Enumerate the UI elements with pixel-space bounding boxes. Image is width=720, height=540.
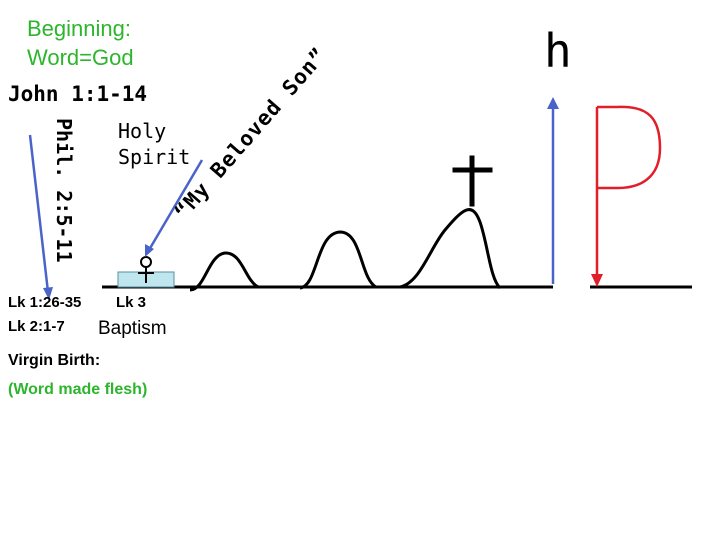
baptism-label: Baptism <box>98 318 167 339</box>
virgin-birth-label: Virgin Birth: <box>8 352 101 369</box>
john-reference: John 1:1-14 <box>8 82 148 106</box>
person-icon <box>138 256 154 283</box>
cross-icon <box>452 155 493 207</box>
hill-icon <box>189 251 259 292</box>
hill-icon <box>399 208 502 290</box>
ascension-arrow <box>547 97 559 284</box>
return-arrow <box>591 105 662 287</box>
luke-2-reference: Lk 2:1-7 <box>8 318 65 335</box>
hill-icon <box>299 230 377 290</box>
holy-spirit-label: Holy Spirit <box>118 119 191 169</box>
word-equals-god-label: Word=God <box>27 45 134 70</box>
luke-1-reference: Lk 1:26-35 <box>8 294 82 311</box>
luke-3-reference: Lk 3 <box>116 294 147 311</box>
heaven-letter: h <box>544 24 572 78</box>
descent-arrow <box>28 134 53 300</box>
spirit-arrow <box>145 159 204 257</box>
beginning-label: Beginning: <box>27 16 131 41</box>
philippians-reference: Phil. 2:5-11 <box>52 118 76 263</box>
word-made-flesh-label: (Word made flesh) <box>8 381 148 398</box>
